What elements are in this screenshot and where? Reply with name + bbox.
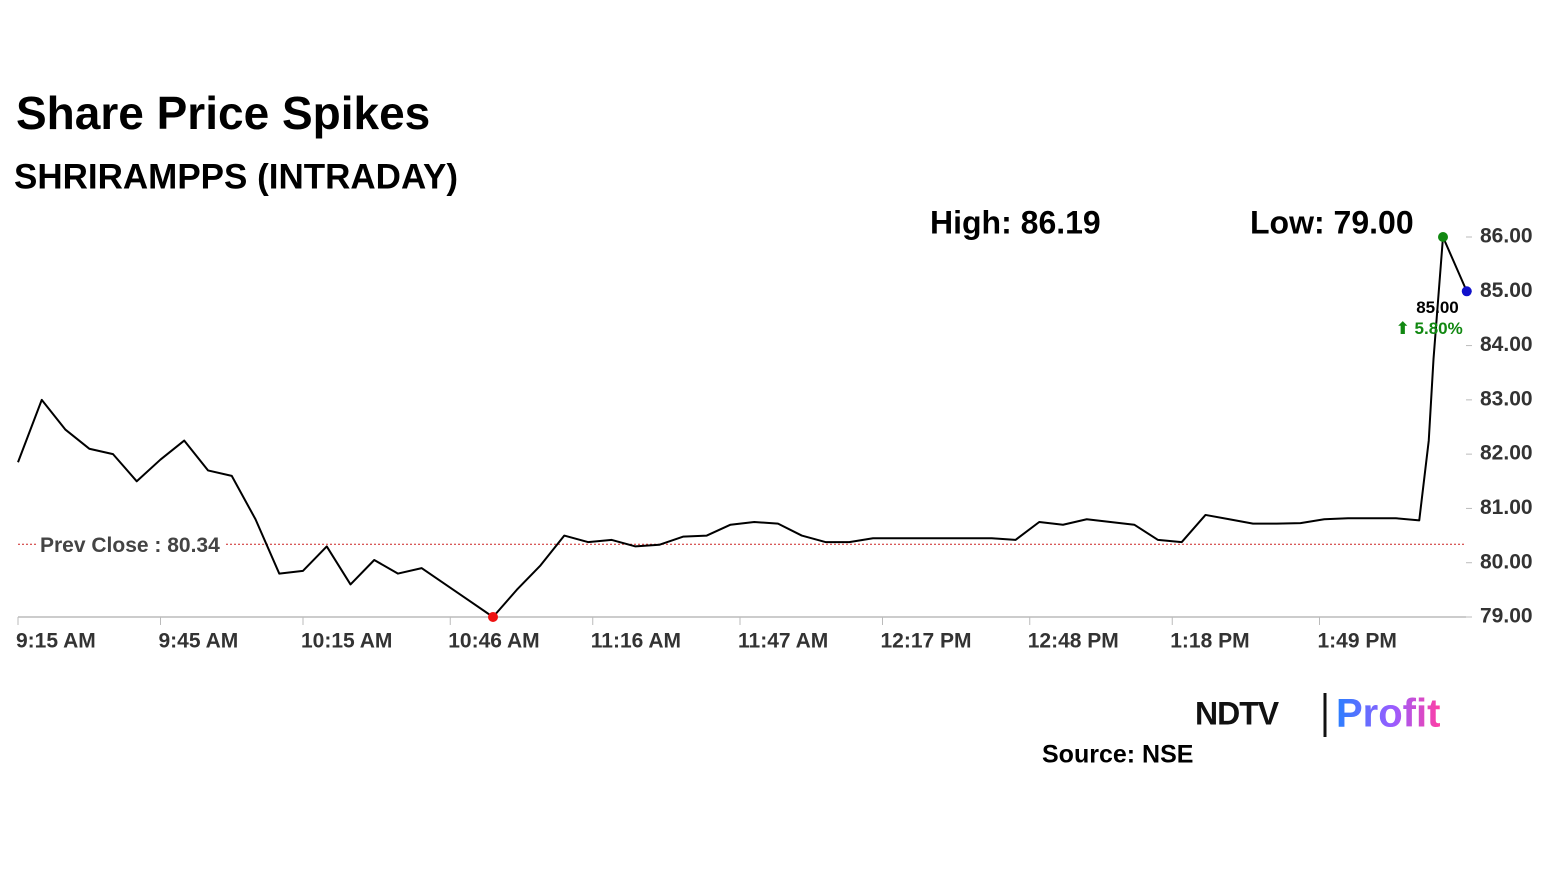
source: Source: NSE xyxy=(1042,741,1193,769)
y-tick-label: 83.00 xyxy=(1480,387,1533,410)
x-tick-label: 9:15 AM xyxy=(16,630,96,653)
y-tick-label: 84.00 xyxy=(1480,333,1533,356)
x-tick-label: 11:16 AM xyxy=(591,630,681,653)
prev-close-bg xyxy=(36,533,225,557)
y-tick-label: 82.00 xyxy=(1480,442,1533,465)
high-marker xyxy=(1438,232,1448,242)
x-tick-label: 1:49 PM xyxy=(1318,630,1397,653)
low-label: Low: 79.00 xyxy=(1250,204,1414,240)
x-tick-label: 11:47 AM xyxy=(738,630,828,653)
x-tick-label: 12:17 PM xyxy=(881,630,972,653)
last-price: 85.00 xyxy=(1416,298,1459,317)
prev-close-label: Prev Close : 80.34 xyxy=(40,534,220,557)
high-label: High: 86.19 xyxy=(930,204,1101,240)
logo-ndtv: NDTV xyxy=(1195,695,1280,731)
price-line xyxy=(17,236,1468,618)
y-tick-label: 81.00 xyxy=(1480,496,1533,519)
y-tick-label: 80.00 xyxy=(1480,550,1533,573)
y-tick-label: 79.00 xyxy=(1480,605,1533,628)
chart-subtitle: SHRIRAMPPS (INTRADAY) xyxy=(14,157,458,196)
low-marker xyxy=(488,612,498,622)
logo-profit: Profit xyxy=(1336,692,1440,736)
x-tick-label: 10:46 AM xyxy=(448,630,539,653)
x-tick-label: 1:18 PM xyxy=(1170,630,1249,653)
x-tick-label: 12:48 PM xyxy=(1028,630,1119,653)
change-label: ⬆ 5.80% xyxy=(1396,319,1463,338)
y-tick-label: 85.00 xyxy=(1480,279,1533,302)
last-marker xyxy=(1461,286,1472,297)
y-tick-label: 86.00 xyxy=(1480,225,1533,248)
x-tick-label: 9:45 AM xyxy=(159,630,239,653)
chart-title: Share Price Spikes xyxy=(16,87,430,139)
x-tick-label: 10:15 AM xyxy=(301,630,392,653)
